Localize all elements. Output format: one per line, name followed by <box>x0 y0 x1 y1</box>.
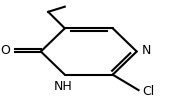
Text: Cl: Cl <box>142 85 155 98</box>
Text: O: O <box>1 44 10 57</box>
Text: N: N <box>141 44 151 57</box>
Text: NH: NH <box>54 80 72 93</box>
